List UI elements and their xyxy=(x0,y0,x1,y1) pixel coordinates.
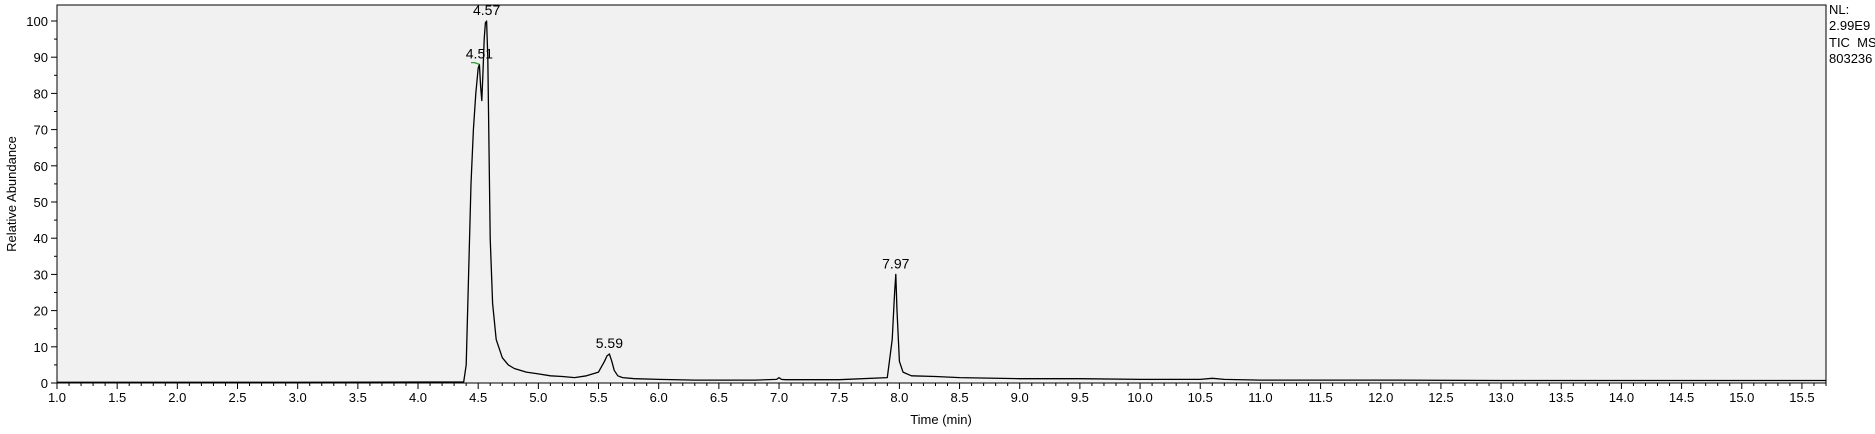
y-axis-label: Relative Abundance xyxy=(4,136,19,252)
x-tick-label: 7.0 xyxy=(770,390,788,405)
info-block: NL: 2.99E9 TIC MS 803236 xyxy=(1829,2,1875,66)
peak-label: 7.97 xyxy=(882,255,909,271)
x-tick-label: 8.0 xyxy=(890,390,908,405)
x-tick-label: 1.0 xyxy=(48,390,66,405)
x-tick-label: 3.5 xyxy=(349,390,367,405)
x-tick-label: 6.0 xyxy=(650,390,668,405)
y-tick-label: 70 xyxy=(34,123,48,138)
y-tick-label: 90 xyxy=(34,50,48,65)
y-tick-label: 100 xyxy=(26,14,48,29)
y-tick-label: 0 xyxy=(41,376,48,391)
x-axis-label: Time (min) xyxy=(910,412,972,427)
peak-label: 5.59 xyxy=(596,335,623,351)
x-tick-label: 15.0 xyxy=(1729,390,1754,405)
y-tick-label: 40 xyxy=(34,231,48,246)
x-tick-label: 10.5 xyxy=(1188,390,1213,405)
x-tick-label: 2.0 xyxy=(168,390,186,405)
y-tick-label: 20 xyxy=(34,304,48,319)
x-tick-label: 11.0 xyxy=(1248,390,1272,405)
x-tick-label: 8.5 xyxy=(951,390,969,405)
x-tick-label: 13.5 xyxy=(1549,390,1574,405)
y-tick-label: 10 xyxy=(34,340,48,355)
peak-labels: 4.51 4.57 5.59 7.97 xyxy=(466,2,910,351)
axes: 1.0 1.5 2.0 2.5 3.0 3.5 4.0 4.5 5.0 5.5 6.0 6.5 7.0 7… xyxy=(26,5,1827,405)
x-tick-label: 12.0 xyxy=(1368,390,1393,405)
y-tick-label: 80 xyxy=(34,86,48,101)
y-tick-label: 50 xyxy=(34,195,48,210)
x-tick-label: 10.0 xyxy=(1127,390,1152,405)
x-tick-label: 13.0 xyxy=(1488,390,1513,405)
peak-label: 4.51 xyxy=(466,45,493,61)
x-tick-label: 11.5 xyxy=(1308,390,1332,405)
x-tick-label: 14.0 xyxy=(1609,390,1634,405)
integration-marker-line xyxy=(471,61,480,66)
x-tick-label: 14.5 xyxy=(1669,390,1694,405)
tic-trace-line xyxy=(57,20,1826,383)
x-tick-label: 1.5 xyxy=(108,390,126,405)
x-tick-label: 3.0 xyxy=(289,390,307,405)
x-tick-label: 7.5 xyxy=(830,390,848,405)
info-line-1: NL: xyxy=(1829,2,1849,17)
x-tick-label: 5.0 xyxy=(529,390,547,405)
peak-label: 4.57 xyxy=(473,2,500,18)
x-tick-label: 15.5 xyxy=(1789,390,1814,405)
info-line-2: 2.99E9 xyxy=(1829,18,1870,33)
info-line-3: TIC MS xyxy=(1829,35,1875,50)
x-tick-label: 4.5 xyxy=(469,390,487,405)
plot-area xyxy=(56,4,1827,384)
x-tick-label: 6.5 xyxy=(710,390,728,405)
x-tick-label: 4.0 xyxy=(409,390,427,405)
x-tick-label: 9.5 xyxy=(1071,390,1089,405)
series-layer xyxy=(57,20,1826,383)
x-tick-label: 9.0 xyxy=(1011,390,1029,405)
x-tick-label: 12.5 xyxy=(1428,390,1453,405)
y-tick-label: 30 xyxy=(34,267,48,282)
x-tick-label: 2.5 xyxy=(228,390,246,405)
y-tick-label: 60 xyxy=(34,159,48,174)
x-tick-label: 5.5 xyxy=(589,390,607,405)
info-line-4: 803236 xyxy=(1829,51,1872,66)
